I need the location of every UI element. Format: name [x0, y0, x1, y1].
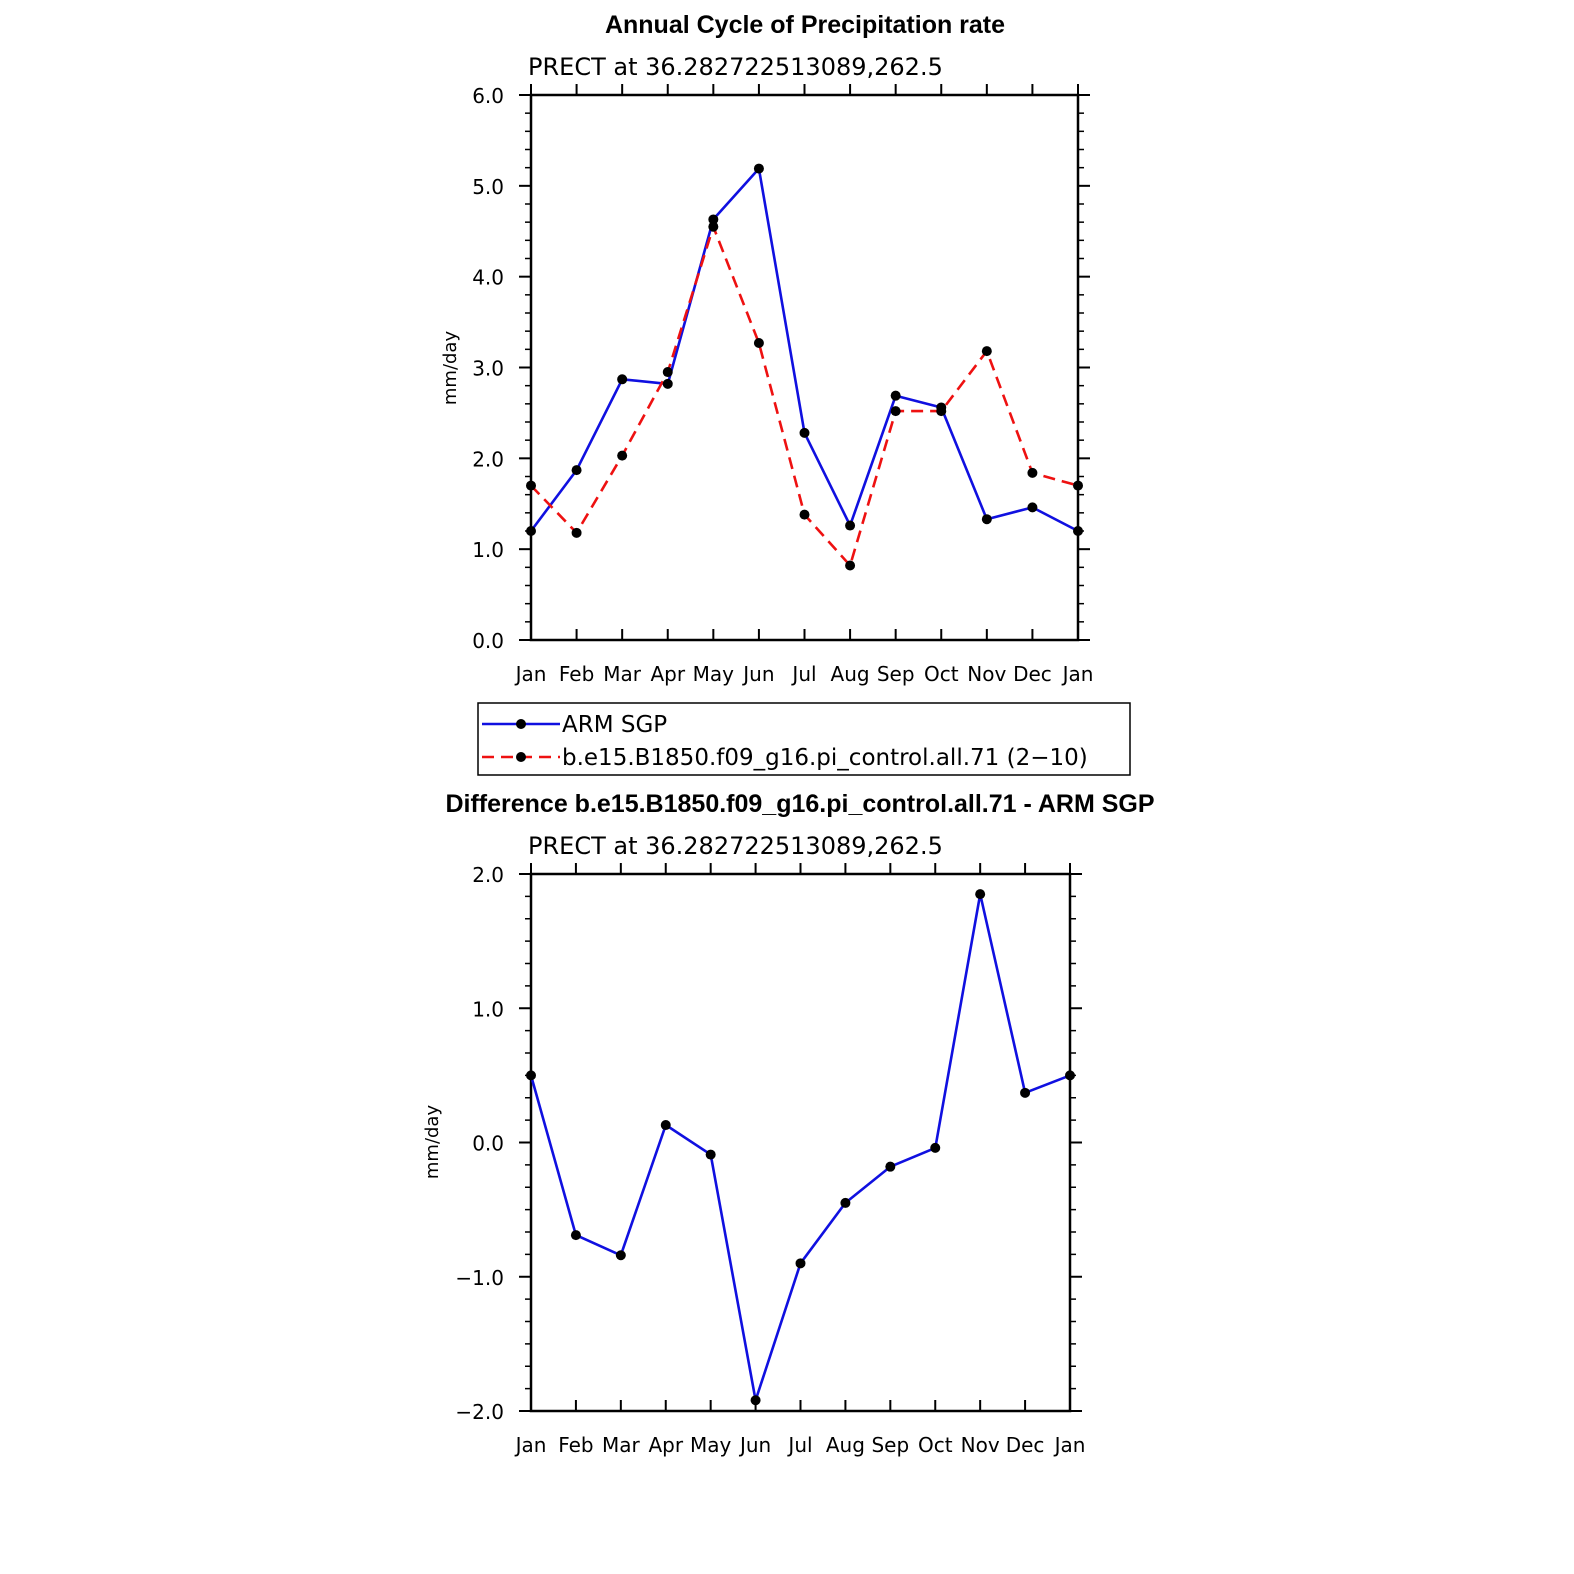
data-point	[750, 1395, 761, 1406]
data-point	[571, 527, 582, 538]
data-point	[662, 367, 673, 378]
series-line-0	[529, 167, 1079, 533]
x-tick-label: Jul	[786, 1433, 812, 1457]
data-point	[708, 221, 719, 232]
data-point	[660, 1120, 671, 1131]
plot-area: Jan Feb Mar Apr May Jun Jul Aug Sep Oct Nov Dec Jan−…	[455, 863, 1085, 1457]
plot-area: Jan Feb Mar Apr May Jun Jul Aug Sep Oct Nov Dec Jan 0…	[472, 84, 1093, 686]
x-tick-label: Dec	[1013, 662, 1052, 686]
legend-box	[477, 702, 1131, 776]
data-point	[936, 406, 947, 417]
annual-cycle-chart: Annual Cycle of Precipitation rate PRECT…	[440, 11, 1093, 686]
x-tick-label: Mar	[602, 1433, 641, 1457]
x-tick-label: Dec	[1006, 1433, 1045, 1457]
data-point	[975, 889, 986, 900]
data-point	[662, 378, 673, 389]
y-tick-label: 0.0	[472, 629, 504, 653]
x-tick-label: Nov	[967, 662, 1006, 686]
plot-frame	[529, 93, 1080, 642]
x-tick-label: Mar	[603, 662, 642, 686]
data-point	[617, 374, 628, 385]
series-line-0	[529, 892, 1071, 1402]
y-tick-label: 1.0	[472, 997, 504, 1021]
x-tick-label: Jul	[790, 662, 816, 686]
data-point	[1027, 467, 1038, 478]
x-tick-label: May	[693, 662, 735, 686]
difference-chart: Difference b.e15.B1850.f09_g16.pi_contro…	[422, 790, 1155, 1457]
x-tick-label: Apr	[650, 662, 685, 686]
x-tick-label: Sep	[871, 1433, 909, 1457]
legend-label-model: b.e15.B1850.f09_g16.pi_control.all.71 (2…	[562, 745, 1088, 771]
data-point	[799, 427, 810, 438]
data-point	[1065, 1070, 1075, 1081]
legend-marker-arm-sgp	[516, 719, 526, 729]
x-tick-label: Feb	[559, 662, 594, 686]
x-tick-label: Feb	[558, 1433, 593, 1457]
y-tick-label: −2.0	[455, 1400, 504, 1424]
x-tick-label: Apr	[648, 1433, 683, 1457]
chart-title: Annual Cycle of Precipitation rate	[605, 11, 1005, 39]
x-tick-label: May	[690, 1433, 732, 1457]
data-point	[845, 560, 856, 571]
chart-subtitle: PRECT at 36.282722513089,262.5	[528, 832, 943, 860]
data-point	[526, 480, 536, 491]
data-point	[571, 465, 582, 476]
x-tick-label: Oct	[918, 1433, 953, 1457]
data-point	[845, 520, 856, 531]
data-point	[617, 450, 628, 461]
data-point	[708, 214, 719, 225]
data-point	[795, 1258, 806, 1269]
x-tick-label: Oct	[924, 662, 959, 686]
y-tick-label: 0.0	[472, 1132, 504, 1156]
y-tick-label: 5.0	[472, 175, 504, 199]
y-tick-label: 2.0	[472, 447, 504, 471]
data-point	[705, 1149, 716, 1160]
data-point	[890, 406, 901, 417]
data-point	[1027, 502, 1038, 513]
y-tick-label: −1.0	[455, 1266, 504, 1290]
y-tick-label: 3.0	[472, 357, 504, 381]
y-tick-label: 6.0	[472, 84, 504, 108]
data-point	[526, 1070, 536, 1081]
x-tick-label: Jun	[741, 662, 774, 686]
y-tick-label: 4.0	[472, 266, 504, 290]
data-point	[885, 1161, 896, 1172]
data-point	[753, 337, 764, 348]
x-tick-label: Jan	[514, 1433, 547, 1457]
data-point	[890, 390, 901, 401]
data-point	[799, 509, 810, 520]
x-tick-label: Jan	[514, 662, 547, 686]
data-point	[1020, 1087, 1031, 1098]
data-point	[930, 1142, 941, 1153]
data-point	[1073, 480, 1083, 491]
data-point	[526, 526, 536, 536]
y-tick-label: 1.0	[472, 538, 504, 562]
chart-title: Difference b.e15.B1850.f09_g16.pi_contro…	[445, 790, 1154, 818]
legend: ARM SGP b.e15.B1850.f09_g16.pi_control.a…	[477, 702, 1131, 776]
chart-subtitle: PRECT at 36.282722513089,262.5	[528, 53, 943, 81]
x-tick-label: Aug	[831, 662, 870, 686]
x-tick-label: Jan	[1053, 1433, 1086, 1457]
data-point	[1073, 526, 1083, 536]
legend-marker-model	[516, 752, 526, 762]
x-tick-label: Sep	[877, 662, 915, 686]
y-tick-label: 2.0	[472, 863, 504, 887]
x-tick-label: Jan	[1061, 662, 1094, 686]
x-tick-label: Nov	[961, 1433, 1000, 1457]
y-axis-label: mm/day	[440, 331, 461, 406]
data-point	[981, 514, 992, 525]
x-tick-label: Aug	[826, 1433, 865, 1457]
x-tick-label: Jun	[738, 1433, 771, 1457]
plot-frame	[529, 872, 1072, 1413]
data-point	[615, 1250, 626, 1261]
legend-label-arm-sgp: ARM SGP	[562, 712, 667, 738]
data-point	[753, 163, 764, 174]
y-axis-label: mm/day	[422, 1105, 443, 1180]
data-point	[981, 346, 992, 357]
data-point	[840, 1197, 851, 1208]
data-point	[570, 1230, 581, 1241]
